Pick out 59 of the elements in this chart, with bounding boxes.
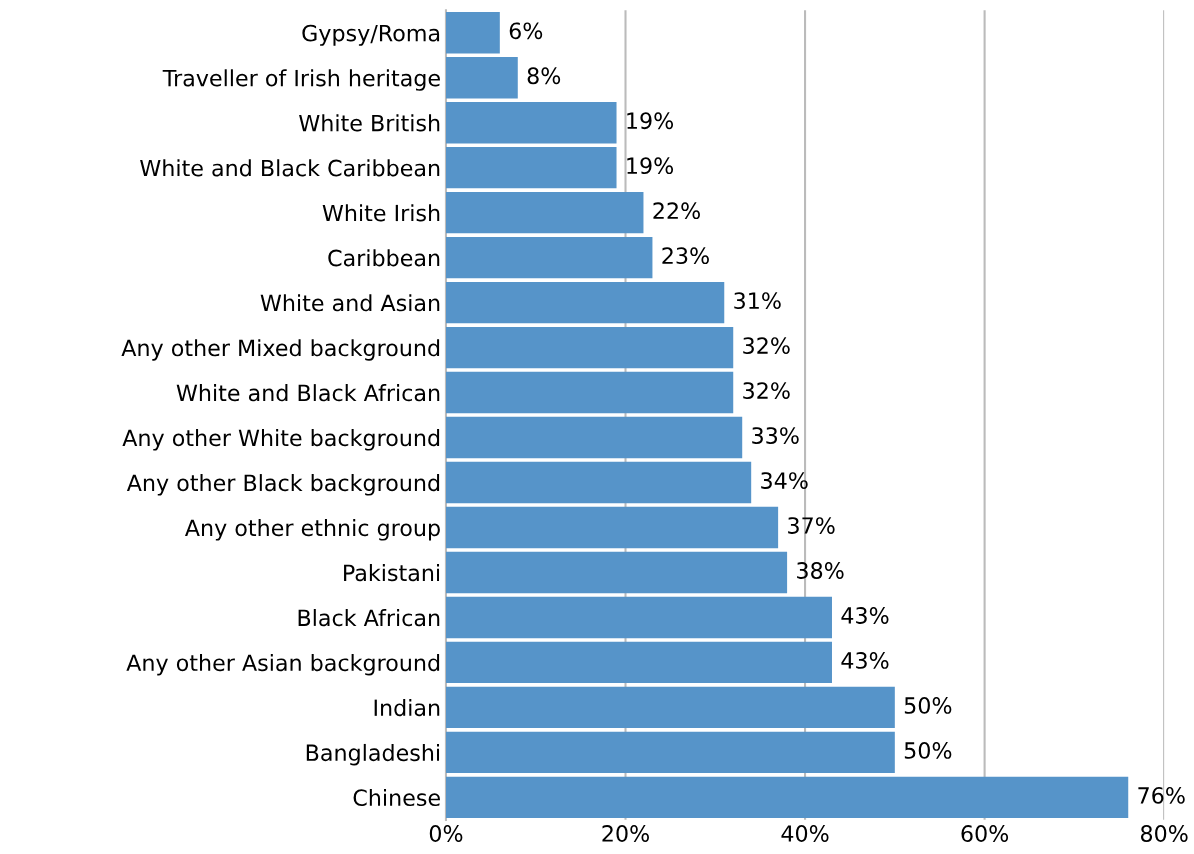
y-tick-label: Chinese [353, 788, 440, 807]
x-tick-label: 80% [1140, 825, 1188, 842]
data-label: 33% [752, 427, 799, 444]
bar [445, 12, 500, 54]
bar [445, 506, 779, 549]
y-tick-label: White British [299, 114, 440, 132]
bar [445, 551, 788, 594]
data-label: 31% [734, 292, 781, 310]
x-tick-label: 40% [781, 825, 829, 842]
data-label: 19% [627, 157, 674, 175]
bar [445, 326, 734, 369]
bar [445, 371, 734, 414]
data-label: 34% [761, 472, 808, 489]
y-tick-label: White and Black African [176, 384, 440, 402]
y-tick-label: Pakistani [344, 564, 440, 582]
y-tick-label: Indian [374, 698, 440, 717]
y-tick-label: White and Black Caribbean [140, 159, 440, 177]
y-tick-label: White and Asian [260, 294, 440, 312]
bar [445, 686, 895, 729]
bar [445, 641, 832, 684]
x-tick-label: 0% [429, 825, 463, 842]
y-tick-label: Gypsy/Roma [302, 24, 440, 46]
bar [445, 596, 832, 639]
y-tick-label: Any other ethnic group [184, 519, 440, 541]
bar [445, 731, 895, 774]
y-tick-label: Black African [298, 609, 440, 627]
y-tick-label: Any other White background [122, 429, 440, 451]
data-label: 50% [904, 697, 952, 714]
bar [445, 236, 653, 279]
x-tick-label: 60% [961, 825, 1009, 842]
y-tick-label: Bangladeshi [306, 743, 440, 766]
y-tick-label: Caribbean [328, 249, 440, 267]
bar [445, 461, 752, 504]
bar [445, 146, 617, 189]
data-label: 50% [904, 742, 952, 759]
y-tick-label: White Irish [322, 204, 440, 222]
data-label: 8% [527, 67, 561, 85]
x-tick-label: 20% [602, 825, 649, 842]
bar [445, 191, 644, 234]
data-label: 19% [627, 112, 674, 130]
bar [445, 102, 617, 144]
bar [445, 776, 1129, 819]
data-label: 43% [841, 607, 889, 624]
bar [445, 57, 518, 99]
data-label: 32% [743, 337, 790, 355]
y-tick-label: Any other Mixed background [121, 339, 440, 361]
data-label: 43% [841, 652, 889, 669]
data-label: 76% [1138, 786, 1185, 804]
data-label: 32% [743, 382, 790, 399]
data-label: 38% [797, 562, 844, 579]
y-tick-label: Traveller of Irish heritage [162, 69, 440, 91]
data-label: 23% [662, 247, 709, 265]
bar [445, 281, 725, 324]
y-tick-label: Any other Black background [126, 474, 440, 496]
data-label: 37% [788, 517, 835, 534]
data-label: 22% [653, 202, 700, 220]
bar [445, 416, 743, 459]
data-label: 6% [509, 22, 543, 40]
y-tick-label: Any other Asian background [126, 653, 440, 676]
